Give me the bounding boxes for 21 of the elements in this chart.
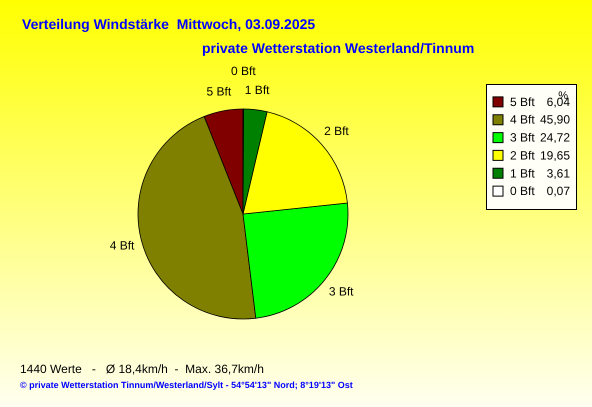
- data-label: 45,90: [540, 112, 570, 127]
- slice-label: 1 Bft: [244, 82, 270, 97]
- slice-label: 5 Bft: [206, 84, 232, 98]
- slice-label: 2 Bft: [324, 124, 350, 138]
- slice-label: 0 Bft: [230, 64, 256, 78]
- legend-label: 4 Bft: [510, 112, 536, 127]
- data-label: 24,72: [540, 130, 570, 145]
- data-label: 19,65: [540, 148, 570, 162]
- chart-subtitle: private Wetterstation Westerland/Tinnum: [202, 40, 474, 56]
- legend-label: 5 Bft: [510, 94, 536, 109]
- text: 1440 Werte - Ø 18,4km/h - Max. 36,7km/h: [20, 362, 264, 376]
- text: © private Wetterstation Tinnum/Westerland/Sylt - 54°54'13" Nord; 8°19'13" Ost: [20, 380, 353, 390]
- legend-label: 3 Bft: [510, 130, 536, 145]
- chart-title: Verteilung Windstärke Mittwoch, 03.09.2025: [22, 16, 316, 32]
- slice-label: 4 Bft: [110, 238, 136, 253]
- slice-label: 3 Bft: [328, 284, 354, 298]
- legend-label: 1 Bft: [510, 166, 536, 180]
- data-label: 3,61: [546, 166, 570, 180]
- data-label: 0,07: [546, 184, 570, 198]
- legend-label: 2 Bft: [510, 148, 536, 162]
- legend-label: 0 Bft: [510, 184, 536, 198]
